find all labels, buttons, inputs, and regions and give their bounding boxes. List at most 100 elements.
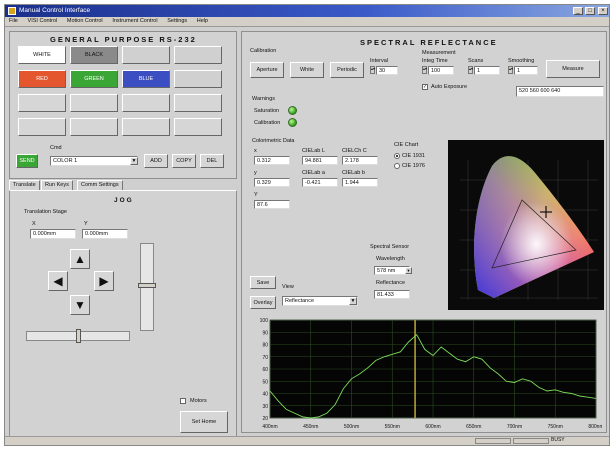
rs232-slot-button[interactable] [122, 118, 170, 136]
x-tick-label: 500nm [344, 424, 359, 430]
integ-time-label: Integ Time [422, 58, 448, 64]
cie-1931-radio[interactable] [394, 153, 400, 159]
x-position-field[interactable]: 0.000mm [30, 229, 76, 239]
set-home-button[interactable]: Set Home [180, 411, 228, 433]
menu-file[interactable]: File [9, 18, 18, 24]
rs232-slot-button[interactable] [174, 46, 222, 64]
translation-stage-label: Translation Stage [24, 209, 67, 215]
view-select[interactable]: Reflectance [282, 296, 358, 306]
cie-1976-radio[interactable] [394, 163, 400, 169]
jog-up-button[interactable]: ▲ [70, 249, 90, 269]
auto-exposure-checkbox[interactable]: ✓ [422, 84, 428, 90]
smoothing-label: Smoothing [508, 58, 535, 64]
tab-translate[interactable]: Translate [9, 180, 40, 190]
save-button[interactable]: Save [250, 276, 276, 289]
menu-motion-control[interactable]: Motion Control [66, 18, 103, 24]
smoothing-spinner[interactable]: ▴▾ [508, 66, 513, 74]
rs232-slot-button[interactable] [122, 46, 170, 64]
horizontal-slider-thumb[interactable] [76, 329, 81, 343]
menu-help[interactable]: Help [196, 18, 209, 24]
x-tick-label: 600nm [425, 424, 440, 430]
y-tick-label: 50 [262, 379, 268, 385]
y-tick-label: 80 [262, 343, 268, 349]
smoothing-field[interactable]: 1 [514, 66, 538, 75]
interval-spinner[interactable]: ▴▾ [370, 66, 375, 74]
menu-instrument-control[interactable]: Instrument Control [112, 18, 158, 24]
y-position-field[interactable]: 0.000mm [82, 229, 128, 239]
white-cal-button[interactable]: White [290, 62, 324, 78]
cielch-c-field: 2.178 [342, 156, 378, 165]
auto-exposure-label: Auto Exposure [431, 84, 468, 90]
scans-spinner[interactable]: ▴▾ [468, 66, 473, 74]
rs232-slot-button[interactable] [122, 94, 170, 112]
close-button[interactable]: × [598, 7, 608, 15]
rs232-slot-button[interactable] [70, 118, 118, 136]
app-icon [8, 7, 16, 15]
rs232-blue-button[interactable]: BLUE [122, 70, 170, 88]
x-tick-label: 450nm [303, 424, 318, 430]
chevron-down-icon[interactable]: ▼ [405, 267, 412, 274]
cie-chromaticity-chart [448, 140, 604, 310]
x-tick-label: 400nm [262, 424, 277, 430]
minimize-button[interactable]: _ [573, 7, 583, 15]
y-axis-label: Y [84, 221, 88, 227]
overlay-button[interactable]: Overlay [250, 296, 276, 309]
aperture-button[interactable]: Aperture [250, 62, 284, 78]
chevron-down-icon[interactable]: ▼ [130, 157, 138, 165]
y-tick-label: 70 [262, 355, 268, 361]
rs232-slot-button[interactable] [18, 94, 66, 112]
jog-left-button[interactable]: ◀ [48, 271, 68, 291]
rs232-white-button[interactable]: WHITE [18, 46, 66, 64]
interval-label: Interval [370, 58, 389, 64]
jog-down-button[interactable]: ▼ [70, 295, 90, 315]
rs232-black-button[interactable]: BLACK [70, 46, 118, 64]
rs232-slot-button[interactable] [174, 94, 222, 112]
rs232-red-button[interactable]: RED [18, 70, 66, 88]
spectral-title: SPECTRAL REFLECTANCE [360, 38, 498, 47]
rs232-slot-button[interactable] [174, 70, 222, 88]
colorimetric-label: Colorimetric Data [252, 138, 295, 144]
rs232-slot-button[interactable] [18, 118, 66, 136]
y-tick-label: 20 [262, 416, 268, 422]
cielab-a-field: -0.421 [302, 178, 338, 187]
tab-run-keys[interactable]: Run Keys [41, 180, 73, 190]
menu-settings[interactable]: Settings [167, 18, 188, 24]
copy-button[interactable]: COPY [172, 154, 196, 168]
wavelength-label: Wavelength [376, 256, 405, 262]
add-button[interactable]: ADD [144, 154, 168, 168]
y-chroma-field: 0.329 [254, 178, 290, 187]
rs232-slot-button[interactable] [70, 94, 118, 112]
title-bar: Manual Control Interface _ □ × [5, 5, 609, 17]
send-button[interactable]: SEND [16, 154, 38, 168]
rs232-slot-button[interactable] [174, 118, 222, 136]
periodic-button[interactable]: Periodic [330, 62, 364, 78]
interval-field[interactable]: 30 [376, 66, 398, 75]
crosshair-icon [540, 206, 552, 218]
view-label: View [282, 284, 294, 290]
delete-button[interactable]: DEL [200, 154, 224, 168]
x-chroma-field: 0.312 [254, 156, 290, 165]
status-bar: BUSY [5, 436, 609, 445]
luminance-field: 87.6 [254, 200, 290, 209]
tab-comm-settings[interactable]: Comm Settings [77, 180, 123, 190]
y-tick-label: 100 [260, 318, 269, 324]
integ-spinner[interactable]: ▴▾ [422, 66, 427, 74]
jog-right-button[interactable]: ▶ [94, 271, 114, 291]
chevron-down-icon[interactable]: ▼ [349, 297, 357, 305]
cie-chart-label: CIE Chart [394, 142, 419, 148]
motors-checkbox[interactable] [180, 398, 186, 404]
saturation-label: Saturation [254, 108, 280, 114]
x-tick-label: 700nm [507, 424, 522, 430]
vertical-slider-thumb[interactable] [138, 283, 156, 288]
cmd-select[interactable]: COLOR 1 [50, 156, 138, 166]
arrow-left-icon: ◀ [53, 274, 63, 288]
measure-button[interactable]: Measure [546, 60, 600, 78]
menu-visi-control[interactable]: VISI Control [27, 18, 58, 24]
scans-field[interactable]: 1 [474, 66, 500, 75]
maximize-button[interactable]: □ [585, 7, 595, 15]
y-chroma-label: y [254, 170, 257, 176]
integ-time-field[interactable]: 100 [428, 66, 454, 75]
y-tick-label: 90 [262, 330, 268, 336]
rs232-green-button[interactable]: GREEN [70, 70, 118, 88]
reflectance-plot: 100 90 80 70 60 50 40 30 20 400nm 450nm 500nm 550nm 6… [260, 318, 602, 430]
